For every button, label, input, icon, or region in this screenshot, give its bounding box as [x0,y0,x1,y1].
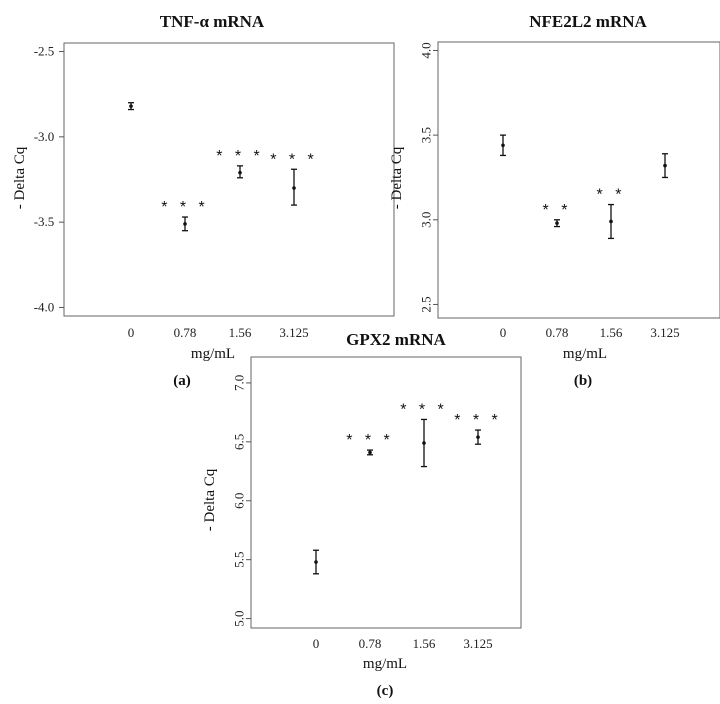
x-tick-label: 0.78 [546,325,569,340]
panel-a-label: (a) [173,373,191,389]
significance-marker: * * [597,187,626,204]
panel-b-y-label: - Delta Cq [389,146,405,209]
significance-marker: * * * [270,151,318,168]
x-tick-label: 3.125 [279,325,308,340]
significance-marker: * * * [454,412,502,429]
x-tick-label: 0.78 [359,636,382,651]
y-tick-label: 4.0 [419,42,434,58]
x-tick-label: 0 [313,636,320,651]
mean-point [663,163,667,168]
x-tick-label: 3.125 [650,325,679,340]
y-tick-label: 7.0 [232,375,247,391]
y-tick-label: 5.5 [232,552,247,568]
x-tick-label: 0 [500,325,507,340]
mean-point [314,560,318,564]
significance-marker: * * [543,202,572,219]
panel-b-x-axis: 0 0.78 1.56 3.125 [500,325,680,340]
panel-a-y-label: - Delta Cq [12,146,28,209]
panel-c-label: (c) [377,683,394,699]
panel-c-plot-frame [250,356,522,629]
panel-c-marks: * * * * * * * * * [313,401,502,575]
significance-marker: * * * [161,199,209,216]
y-tick-label: 3.5 [419,127,434,143]
y-tick-label: -3.0 [34,129,55,144]
panel-c-y-label: - Delta Cq [202,468,218,531]
mean-point [368,450,372,455]
mean-point [129,104,133,108]
panel-b-chart: NFE2L2 mRNA 4.03.53.02.5 0 0.78 1.56 3.125 … [389,12,720,389]
panel-b-y-axis: 4.0 3.5 3.0 2.5 [419,42,438,313]
significance-marker: * * * [346,432,394,449]
y-tick-label: 3.0 [419,212,434,228]
x-tick-label: 0 [128,325,135,340]
panel-a-plot-frame [63,42,395,317]
mean-point [422,441,426,445]
panel-c-y-axis: 7.0 6.5 6.0 5.5 5.0 [232,375,251,627]
y-tick-label: 6.5 [232,434,247,450]
y-tick-label: -4.0 [34,299,55,314]
significance-marker: * * * [216,148,264,165]
y-tick-label: -2.5 [34,44,55,59]
significance-marker: * * * [400,401,448,418]
panel-a-x-label: mg/mL [191,346,235,362]
panel-a-x-axis: 0 0.78 1.56 3.125 [128,325,309,340]
mean-point [238,170,242,175]
panel-a-chart: TNF-α mRNA -2.5 -3.0 -3.5 -4.0 0 0.78 1.56 3.1… [12,12,395,389]
y-tick-label: -3.5 [34,214,55,229]
x-tick-label: 1.56 [413,636,436,651]
mean-point [555,221,559,225]
panel-b-x-label: mg/mL [563,346,607,362]
panel-a-title: TNF-α mRNA [160,12,265,31]
mean-point [609,219,613,224]
panel-a-marks: * * * * * * * * * [128,102,318,232]
x-tick-label: 1.56 [229,325,252,340]
panel-c-chart: GPX2 mRNA 7.0 6.5 6.0 5.5 5.0 0 0.78 1.56 3.125… [202,330,522,699]
x-tick-label: 3.125 [463,636,492,651]
x-tick-label: 0.78 [174,325,197,340]
mean-point [501,143,505,148]
y-tick-label: 6.0 [232,493,247,509]
x-tick-label: 1.56 [600,325,623,340]
panel-c-x-label: mg/mL [363,656,407,672]
mean-point [292,186,296,190]
panel-b-label: (b) [574,373,592,389]
mean-point [183,222,187,226]
panel-b-marks: * * * * [500,134,668,240]
panel-b-title: NFE2L2 mRNA [529,12,647,31]
panel-a-y-axis: -2.5 -3.0 -3.5 -4.0 [34,44,64,314]
panel-c-x-axis: 0 0.78 1.56 3.125 [313,636,493,651]
panel-b-plot-frame [437,41,720,319]
panel-c-title: GPX2 mRNA [346,330,446,349]
y-tick-label: 2.5 [419,296,434,312]
mean-point [476,435,480,439]
y-tick-label: 5.0 [232,610,247,626]
